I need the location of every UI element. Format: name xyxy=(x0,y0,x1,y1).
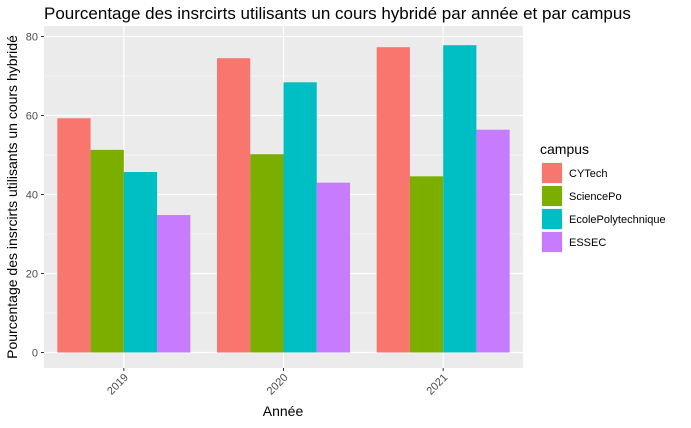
y-tick-label: 60 xyxy=(26,111,38,123)
bar-ecolepolytechnique-2019 xyxy=(123,171,158,353)
bar-cytech-2020 xyxy=(217,58,251,353)
bar-ecolepolytechnique-2021 xyxy=(443,45,477,353)
legend-swatch-sciencepo xyxy=(542,186,562,206)
chart-title: Pourcentage des insrcirts utilisants un … xyxy=(44,4,631,23)
x-axis: 2019 2020 2021 xyxy=(105,368,450,397)
x-axis-label: Année xyxy=(263,403,304,419)
legend-swatch-cytech xyxy=(542,163,562,183)
y-tick-label: 20 xyxy=(26,269,38,281)
legend-swatch-ecolepolytechnique xyxy=(542,209,562,229)
y-tick-label: 80 xyxy=(26,32,38,44)
bar-sciencepo-2019 xyxy=(90,149,124,353)
legend-swatch-essec xyxy=(542,232,562,252)
legend-label-cytech: CYTech xyxy=(569,168,608,180)
y-axis-label: Pourcentage des insrcirts utilisants un … xyxy=(4,35,20,359)
y-tick-label: 0 xyxy=(32,348,38,360)
y-tick-label: 40 xyxy=(26,190,38,202)
bars xyxy=(57,45,510,353)
x-tick-label: 2020 xyxy=(265,372,291,398)
bar-essec-2020 xyxy=(316,182,350,353)
x-tick-label: 2021 xyxy=(424,372,450,398)
legend: campus CYTech SciencePo EcolePolytechnique… xyxy=(540,141,666,253)
legend-label-essec: ESSEC xyxy=(569,237,606,249)
legend-label-ecolepolytechnique: EcolePolytechnique xyxy=(569,214,666,226)
legend-title: campus xyxy=(540,141,589,157)
legend-items: CYTech SciencePo EcolePolytechnique ESSEC xyxy=(541,162,666,253)
bar-ecolepolytechnique-2020 xyxy=(283,82,317,353)
bar-cytech-2021 xyxy=(376,47,410,353)
bar-sciencepo-2020 xyxy=(250,154,284,353)
bar-essec-2021 xyxy=(476,129,510,353)
legend-label-sciencepo: SciencePo xyxy=(569,191,622,203)
bar-cytech-2019 xyxy=(57,118,91,353)
bar-sciencepo-2021 xyxy=(409,176,444,353)
bar-essec-2019 xyxy=(157,215,191,353)
x-tick-label: 2019 xyxy=(105,372,131,398)
y-axis: 0 20 40 60 80 xyxy=(26,32,44,360)
